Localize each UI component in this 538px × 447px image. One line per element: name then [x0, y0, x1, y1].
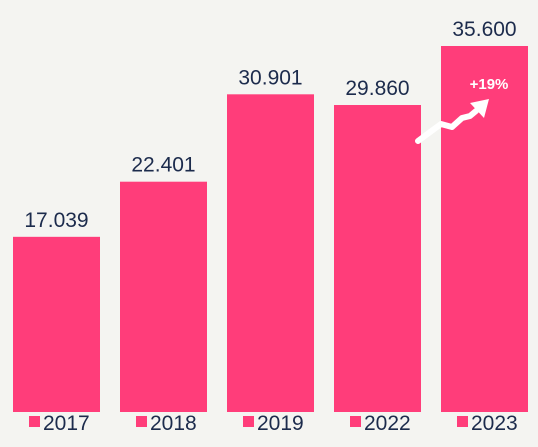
- legend-swatch-2017: [29, 416, 40, 427]
- value-label-2019: 30.901: [238, 66, 302, 89]
- category-label-2017: 2017: [43, 412, 90, 435]
- value-labels-group: 17.039 22.401 30.901 29.860 35.600: [24, 18, 516, 232]
- growth-annotation: +19%: [415, 76, 509, 144]
- category-label-2022: 2022: [364, 412, 411, 435]
- legend-swatch-2022: [350, 416, 361, 427]
- value-label-2023: 35.600: [452, 18, 516, 41]
- trend-up-arrow-icon: [415, 108, 479, 144]
- legend-swatch-2018: [136, 416, 147, 427]
- bar-2022: [334, 105, 421, 412]
- legend-swatch-2023: [457, 416, 468, 427]
- legend-swatch-2019: [243, 416, 254, 427]
- category-label-2023: 2023: [471, 412, 518, 435]
- bar-2019: [227, 94, 314, 413]
- bar-2018: [120, 181, 207, 412]
- growth-percentage: +19%: [470, 76, 509, 93]
- trend-up-arrowhead: [470, 99, 489, 118]
- category-label-2018: 2018: [150, 412, 197, 435]
- bar-2017: [13, 236, 100, 412]
- bars-group: [13, 46, 528, 413]
- value-label-2018: 22.401: [131, 154, 195, 177]
- value-label-2017: 17.039: [24, 209, 88, 232]
- category-label-2019: 2019: [257, 412, 304, 435]
- value-label-2022: 29.860: [345, 77, 409, 100]
- category-legend: 2017 2018 2019 2022 2023: [29, 412, 518, 435]
